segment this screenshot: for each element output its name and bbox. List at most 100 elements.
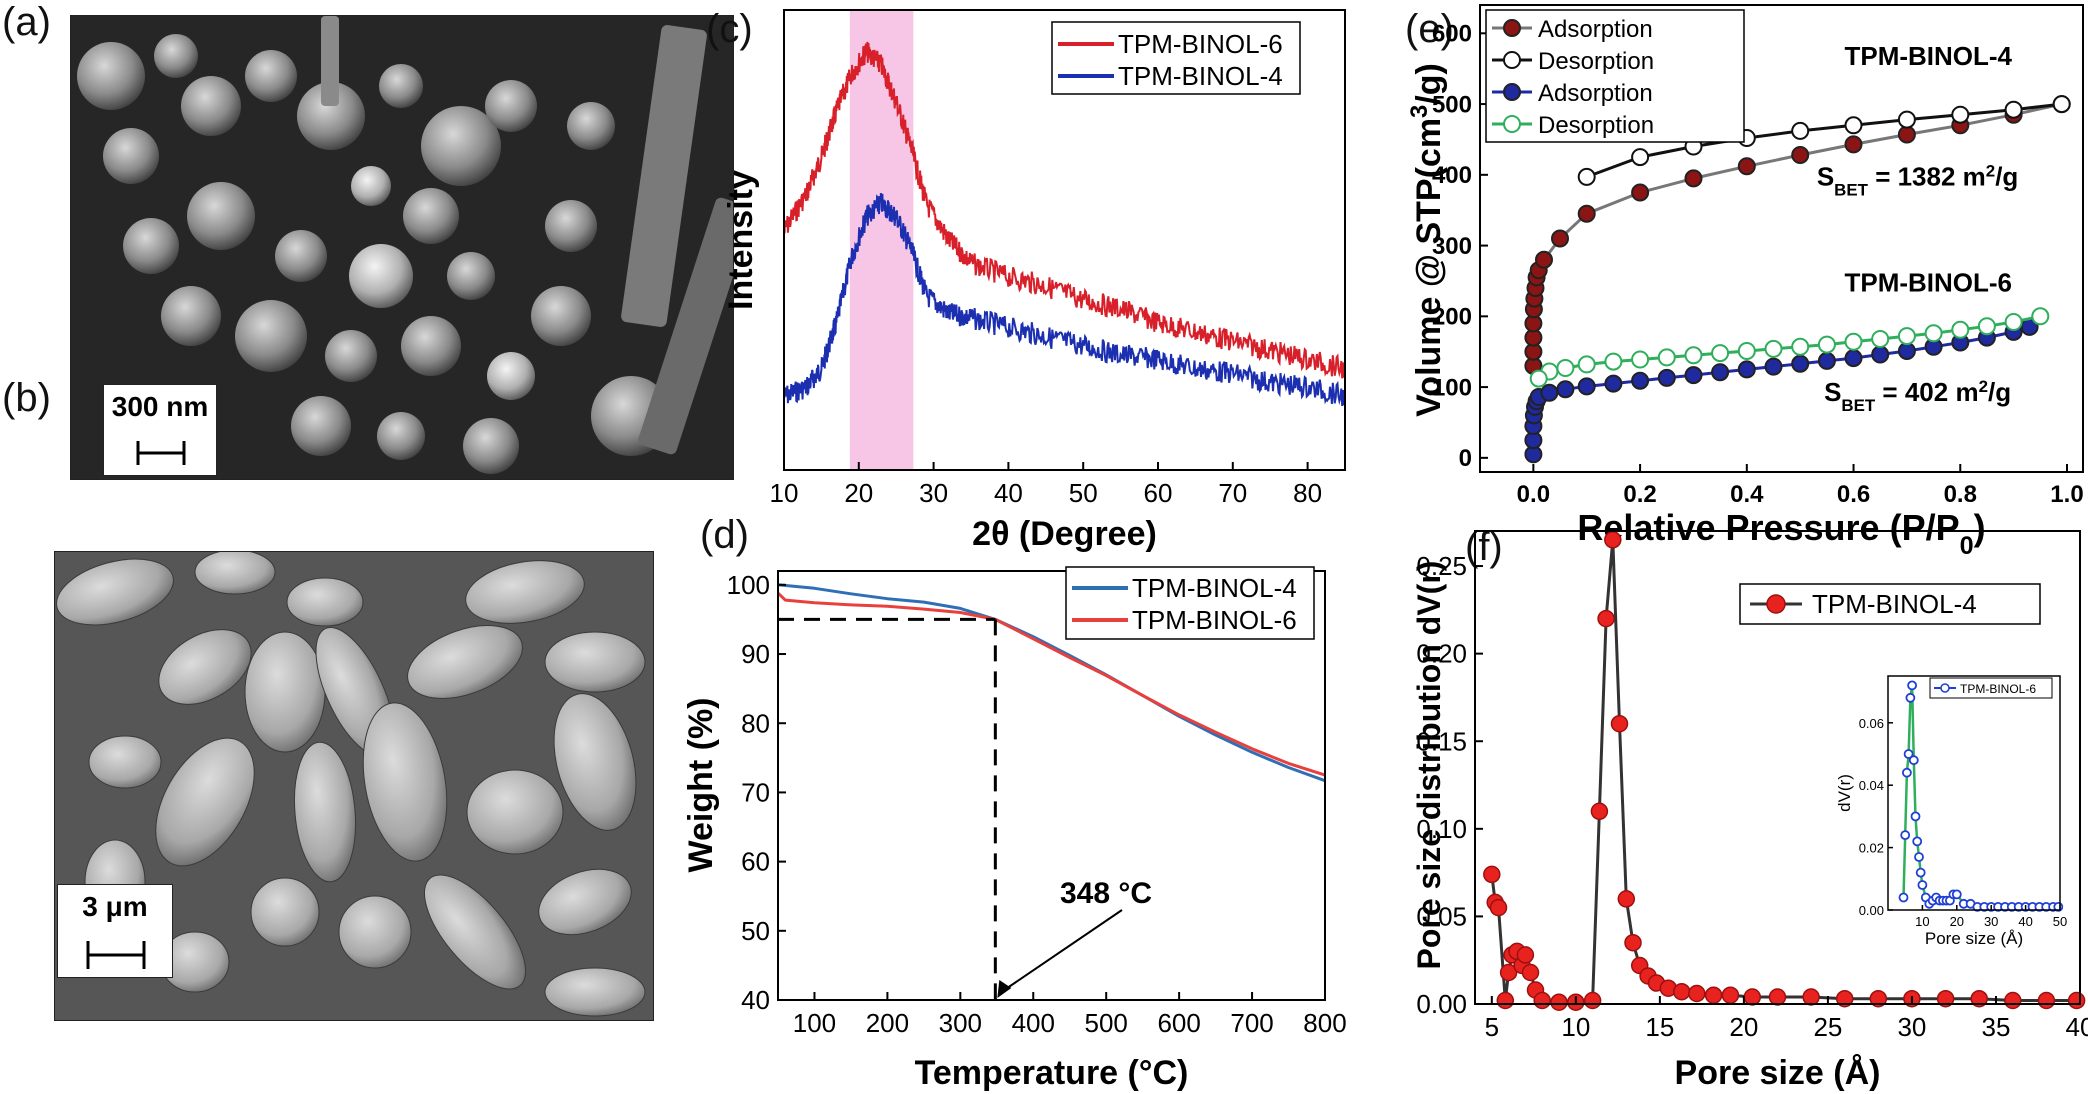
sem-image-b — [54, 551, 654, 1021]
f-marker-0 — [1688, 984, 1706, 1003]
e-marker-3 — [1657, 348, 1676, 367]
e-marker-3 — [1817, 335, 1836, 354]
f-marker-0 — [1743, 988, 1762, 1006]
f-ytick-label: 0.25 — [1416, 551, 1467, 581]
e-marker-1 — [1631, 148, 1650, 167]
e-xlabel-part: Relative Pressure (P/P — [1577, 507, 1959, 548]
e-marker-0 — [1535, 250, 1553, 269]
f-marker-0 — [1936, 989, 1955, 1008]
d-xtick-label: 400 — [1012, 1008, 1055, 1038]
e-marker-3 — [1604, 352, 1623, 371]
panel-letter-b: (b) — [2, 376, 51, 420]
e-label-0: TPM-BINOL-4 — [1844, 41, 2012, 71]
f-marker-0 — [1604, 531, 1622, 549]
c-xtick-label: 40 — [994, 478, 1023, 508]
scale-bar-b: 3 μm — [57, 884, 173, 978]
c-xtick-label: 50 — [1069, 478, 1098, 508]
e-marker-2 — [1631, 371, 1650, 390]
e-marker-1 — [1577, 167, 1596, 186]
f-inset-ytick-label: 0.02 — [1859, 841, 1884, 856]
f-marker-0 — [1496, 991, 1515, 1010]
f-xtick-label: 5 — [1485, 1012, 1499, 1042]
e-xtick-label: 0.6 — [1837, 481, 1870, 508]
e-marker-2 — [1737, 360, 1756, 379]
e-legend-label-0: Adsorption — [1538, 16, 1653, 43]
f-xtick-label: 35 — [1982, 1012, 2011, 1042]
f-marker-0 — [1704, 986, 1723, 1004]
e-marker-3 — [1791, 337, 1810, 356]
c-series-line-0 — [783, 41, 1346, 379]
e-marker-3 — [1844, 332, 1863, 351]
sem-texture-b — [55, 552, 653, 1020]
e-marker-3 — [2031, 307, 2050, 326]
f-marker-0 — [1624, 933, 1642, 952]
f-inset-ylabel: dV(r) — [1835, 774, 1854, 812]
f-marker-0 — [2067, 991, 2086, 1010]
e-ylabel: Volume @ STP(cm3/g) — [1406, 63, 1449, 417]
e-marker-2 — [1684, 366, 1703, 385]
scale-bar-line-a — [136, 441, 186, 465]
f-inset-marker-0 — [1898, 892, 1909, 903]
e-legend-label-2: Adsorption — [1538, 80, 1653, 107]
scale-label-a: 300 nm — [111, 391, 209, 422]
d-legend-box — [1065, 566, 1315, 640]
scale-bar-line-b — [86, 941, 146, 969]
f-inset-marker-0 — [1902, 767, 1912, 778]
e-marker-0 — [1631, 183, 1650, 202]
f-inset-marker-0 — [1951, 889, 1962, 900]
e-label-1-part: S — [1817, 161, 1834, 191]
d-xlabel: Temperature (°C) — [915, 1054, 1189, 1092]
e-marker-3 — [1737, 342, 1756, 360]
e-marker-3 — [1631, 350, 1650, 369]
d-ytick-label: 70 — [741, 778, 770, 808]
e-xtick-label: 0.0 — [1517, 481, 1550, 508]
f-legend-label: TPM-BINOL-4 — [1812, 589, 1977, 619]
f-marker-0 — [1483, 865, 1501, 884]
d-xtick-label: 500 — [1085, 1008, 1128, 1038]
e-marker-1 — [1844, 116, 1863, 135]
c-ylabel: Intensity — [722, 170, 760, 310]
f-inset-xtick-label: 50 — [2053, 914, 2067, 929]
f-inset-marker-0 — [1910, 811, 1921, 822]
e-marker-1 — [2052, 95, 2071, 114]
e-marker-2 — [1764, 357, 1783, 376]
d-series-line-0 — [777, 583, 1326, 783]
e-marker-2 — [1711, 363, 1730, 382]
f-inset-legend-box — [1929, 677, 2053, 699]
e-label-3-script: BET — [1841, 396, 1875, 415]
e-label-2: TPM-BINOL-6 — [1844, 268, 2012, 298]
f-inset-marker-0 — [1914, 852, 1924, 862]
f-inset-marker-0 — [1908, 755, 1919, 766]
f-marker-0 — [1583, 991, 1602, 1010]
e-label-1-part: = 1382 m — [1868, 161, 1986, 191]
panel-letter-c: (c) — [706, 7, 753, 51]
e-marker-0 — [1791, 146, 1810, 164]
f-inset-frame — [1887, 675, 2061, 911]
e-legend-marker-2 — [1503, 83, 1521, 101]
c-series-line-1 — [783, 193, 1346, 406]
f-ytick-label: 0.00 — [1416, 989, 1467, 1019]
scale-label-b: 3 μm — [82, 891, 148, 922]
f-ylabel: Pore size distribution dV(r) — [1411, 561, 1447, 970]
f-ytick-label: 0.10 — [1416, 814, 1467, 844]
f-marker-0 — [1521, 963, 1540, 982]
f-marker-0 — [1869, 989, 1888, 1008]
e-marker-0 — [1577, 204, 1596, 223]
c-xtick-label: 10 — [770, 478, 799, 508]
d-xtick-label: 600 — [1157, 1008, 1200, 1038]
f-marker-0 — [1617, 890, 1636, 908]
e-xlabel-script: 0 — [1960, 532, 1974, 560]
e-legend-label-1: Desorption — [1538, 48, 1654, 75]
f-marker-0 — [1835, 989, 1854, 1008]
c-xlabel: 2θ (Degree) — [972, 515, 1157, 553]
c-xtick-label: 30 — [919, 478, 948, 508]
c-xtick-label: 20 — [844, 478, 873, 508]
e-xtick-label: 0.2 — [1623, 481, 1656, 508]
e-marker-3 — [2004, 313, 2023, 331]
e-marker-1 — [2004, 100, 2023, 119]
e-ytick-label: 600 — [1432, 21, 1472, 48]
f-marker-0 — [1590, 802, 1609, 821]
f-inset-marker-0 — [1917, 880, 1928, 890]
f-inset-marker-0 — [1903, 749, 1914, 759]
